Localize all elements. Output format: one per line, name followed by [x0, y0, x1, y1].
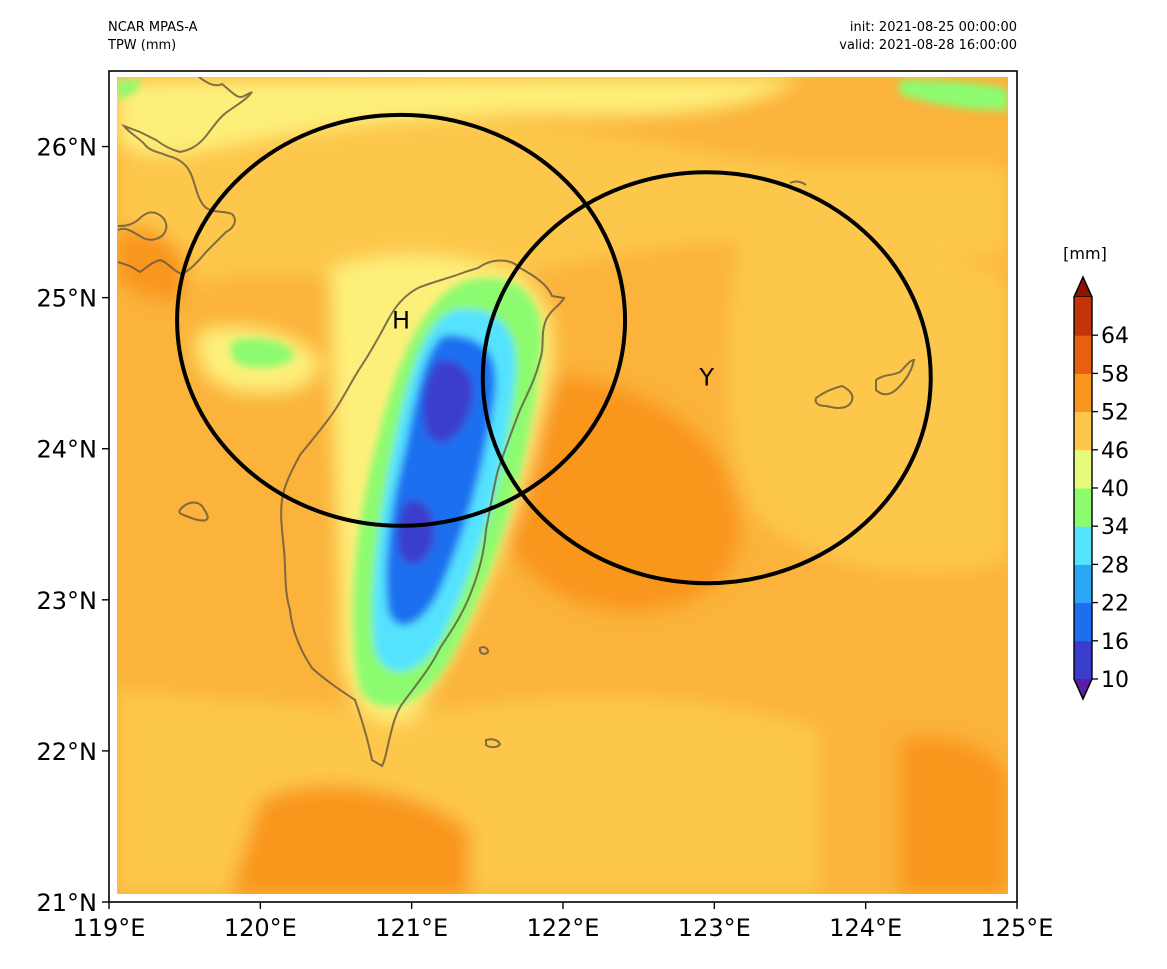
circle-label-h: H	[392, 306, 410, 334]
colorbar: 10 16 22 28 34 40 46 52 58 64 [mm]	[1063, 244, 1129, 701]
colorbar-tick-label: 58	[1101, 362, 1129, 387]
plot-header-right: init: 2021-08-25 00:00:00 valid: 2021-08…	[839, 19, 1017, 55]
colorbar-tick-label: 46	[1101, 439, 1129, 464]
lat-tick-label: 22°N	[37, 738, 98, 766]
colorbar-tick-label: 34	[1101, 515, 1129, 540]
colorbar-extend-min	[1073, 678, 1093, 701]
mainland-coastline-north	[117, 77, 253, 276]
lon-tick-label: 125°E	[981, 914, 1054, 942]
region-circles: HY	[175, 112, 933, 586]
tpw-dark-region-southeast	[900, 737, 1008, 894]
tpw-dark-region-center	[480, 374, 740, 612]
pengjia-islet	[789, 180, 807, 186]
colorbar-bin	[1074, 297, 1092, 336]
circle-h	[175, 112, 628, 528]
model-name: NCAR MPAS-A	[108, 20, 198, 35]
colorbar-tick-label: 10	[1101, 668, 1129, 693]
tpw-light-region-east	[726, 233, 1008, 575]
coastlines	[117, 77, 916, 768]
tpw-green-region-west	[230, 338, 295, 368]
yonaguni-island	[814, 384, 854, 409]
tpw-yellow-region-north	[117, 78, 800, 155]
taiwan-coastline	[280, 259, 566, 768]
colorbar-unit: [mm]	[1063, 244, 1107, 263]
tpw-field	[117, 77, 1008, 894]
colorbar-bin	[1074, 488, 1092, 527]
colorbar-tick-label: 52	[1101, 401, 1129, 426]
lon-tick-label: 122°E	[527, 914, 600, 942]
mainland-coastline-bay	[117, 211, 168, 241]
lat-tick-label: 21°N	[37, 889, 98, 917]
tpw-minimum-region-south	[397, 500, 434, 564]
iriomote-island	[875, 358, 916, 396]
tpw-green-region-northwest	[117, 80, 140, 98]
lat-tick-label: 24°N	[37, 436, 98, 464]
colorbar-bin	[1074, 373, 1092, 413]
colorbar-tick-label: 16	[1101, 630, 1129, 655]
colorbar-bin	[1074, 564, 1092, 604]
green-island	[479, 646, 490, 655]
lon-tick-label: 123°E	[678, 914, 751, 942]
lon-tick-label: 121°E	[375, 914, 448, 942]
colorbar-tick-label: 22	[1101, 592, 1129, 617]
plot-header-left: NCAR MPAS-A TPW (mm)	[108, 19, 198, 55]
tpw-minimum-region	[422, 360, 473, 442]
colorbar-tick-label: 40	[1101, 477, 1129, 502]
colorbar-bin	[1074, 411, 1092, 451]
field-name: TPW (mm)	[108, 38, 177, 53]
penghu-islands	[178, 501, 209, 522]
lon-tick-label: 119°E	[73, 914, 146, 942]
tpw-dark-region-south	[230, 785, 470, 894]
orchid-island	[485, 738, 502, 749]
colorbar-bin	[1074, 449, 1092, 489]
valid-time: valid: 2021-08-28 16:00:00	[839, 38, 1017, 53]
colorbar-bin	[1074, 602, 1092, 642]
colorbar-bin	[1074, 640, 1092, 680]
colorbar-bin	[1074, 526, 1092, 565]
tpw-light-region-north	[117, 105, 1008, 292]
axis-ticks: 119°E 120°E 121°E 122°E 123°E 124°E 125°E 21°N 2…	[37, 134, 1054, 942]
lat-tick-label: 26°N	[37, 134, 98, 162]
lat-tick-label: 23°N	[37, 587, 98, 615]
lon-tick-label: 120°E	[224, 914, 297, 942]
circle-label-y: Y	[698, 364, 714, 392]
tpw-green-region-north	[900, 80, 1008, 111]
colorbar-tick-label: 28	[1101, 553, 1129, 578]
colorbar-bin	[1074, 335, 1092, 374]
init-time: init: 2021-08-25 00:00:00	[849, 20, 1017, 35]
colorbar-tick-label: 64	[1101, 324, 1129, 349]
lat-tick-label: 25°N	[37, 285, 98, 313]
lon-tick-label: 124°E	[829, 914, 902, 942]
colorbar-extend-max	[1073, 275, 1093, 298]
circle-y	[480, 170, 933, 586]
